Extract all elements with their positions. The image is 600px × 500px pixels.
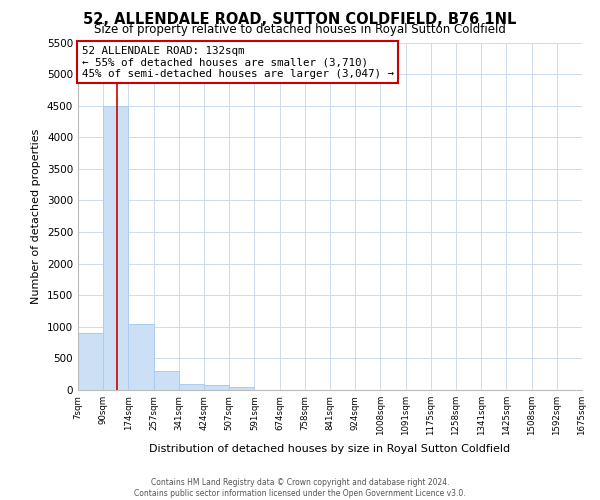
Y-axis label: Number of detached properties: Number of detached properties [31,128,41,304]
Bar [179,384,204,390]
Bar [229,387,254,390]
Bar [103,106,128,390]
Text: 52, ALLENDALE ROAD, SUTTON COLDFIELD, B76 1NL: 52, ALLENDALE ROAD, SUTTON COLDFIELD, B7… [83,12,517,28]
Text: Size of property relative to detached houses in Royal Sutton Coldfield: Size of property relative to detached ho… [94,22,506,36]
Bar [154,371,179,390]
Bar [204,385,229,390]
Text: Contains HM Land Registry data © Crown copyright and database right 2024.
Contai: Contains HM Land Registry data © Crown c… [134,478,466,498]
Bar [128,324,154,390]
Bar [78,333,103,390]
X-axis label: Distribution of detached houses by size in Royal Sutton Coldfield: Distribution of detached houses by size … [149,444,511,454]
Text: 52 ALLENDALE ROAD: 132sqm
← 55% of detached houses are smaller (3,710)
45% of se: 52 ALLENDALE ROAD: 132sqm ← 55% of detac… [82,46,394,79]
